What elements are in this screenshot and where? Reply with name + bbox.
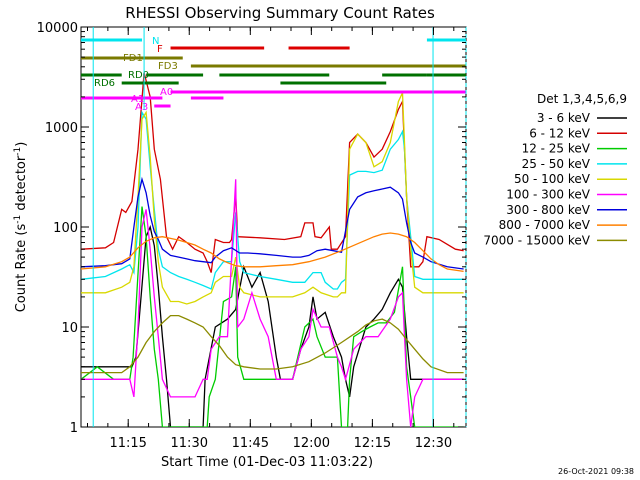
legend-label-50-100-kev: 50 - 100 keV [514, 172, 591, 186]
state-label-f: F [157, 44, 163, 55]
series-line-300-800-kev [81, 176, 464, 270]
state-label-a3: A3 [135, 102, 148, 113]
legend-title: Det 1,3,4,5,6,9 [537, 92, 627, 106]
x-tick-label-11-45: 11:45 [232, 436, 269, 451]
y-axis-label-mid: detector [14, 155, 29, 215]
legend-label-800-7000-kev: 800 - 7000 keV [499, 218, 591, 232]
y-tick-label-1: 1 [70, 421, 78, 436]
legend-label-100-300-kev: 100 - 300 keV [506, 188, 590, 202]
x-axis-ticks: 11:15 11:30 11:45 12:00 12:15 12:30 [87, 27, 455, 451]
x-tick-label-11-30: 11:30 [171, 436, 208, 451]
y-tick-label-1000: 1000 [45, 121, 78, 136]
state-label-fd3: FD3 [158, 61, 178, 72]
y-axis-label-start: Count Rate (s [14, 224, 29, 313]
legend-label-300-800-kev: 300 - 800 keV [506, 203, 590, 217]
legend-label-3-6-kev: 3 - 6 keV [537, 111, 591, 125]
series-line-7000-15000-kev [81, 314, 464, 374]
state-label-rd6: RD6 [94, 78, 115, 89]
y-tick-label-100: 100 [53, 221, 78, 236]
state-label-rd0: RD0 [128, 70, 149, 81]
legend-label-25-50-kev: 25 - 50 keV [522, 157, 591, 171]
chart-title: RHESSI Observing Summary Count Rates [125, 4, 435, 22]
y-axis-label-sup1: -1 [13, 215, 23, 224]
timestamp: 26-Oct-2021 09:38 [558, 467, 634, 476]
y-tick-label-10000: 10000 [37, 21, 78, 36]
series-layer [81, 72, 464, 427]
legend-label-7000-15000-kev: 7000 - 15000 keV [483, 233, 590, 247]
state-label-a0: A0 [160, 87, 173, 98]
x-tick-label-11-15: 11:15 [109, 436, 146, 451]
series-line-800-7000-kev [81, 232, 464, 273]
legend-label-6-12-kev: 6 - 12 keV [529, 126, 591, 140]
state-label-fd1: FD1 [123, 53, 143, 64]
state-label-a1: A1 [131, 94, 144, 105]
legend-label-12-25-kev: 12 - 25 keV [522, 142, 591, 156]
y-axis-label-end: ) [14, 142, 29, 147]
x-axis-label: Start Time (01-Dec-03 11:03:22) [161, 455, 373, 470]
series-line-50-100-kev [81, 92, 464, 305]
state-label-n: N [152, 36, 159, 47]
y-tick-label-10: 10 [61, 321, 78, 336]
y-axis-label-sup2: -1 [13, 147, 23, 156]
x-tick-label-12-30: 12:30 [415, 436, 452, 451]
y-axis-label: Count Rate (s-1 detector-1) [13, 142, 29, 313]
x-tick-label-12-15: 12:15 [354, 436, 391, 451]
y-axis-ticks: 1 10 100 1000 10000 [37, 21, 466, 436]
x-tick-label-12-00: 12:00 [293, 436, 330, 451]
